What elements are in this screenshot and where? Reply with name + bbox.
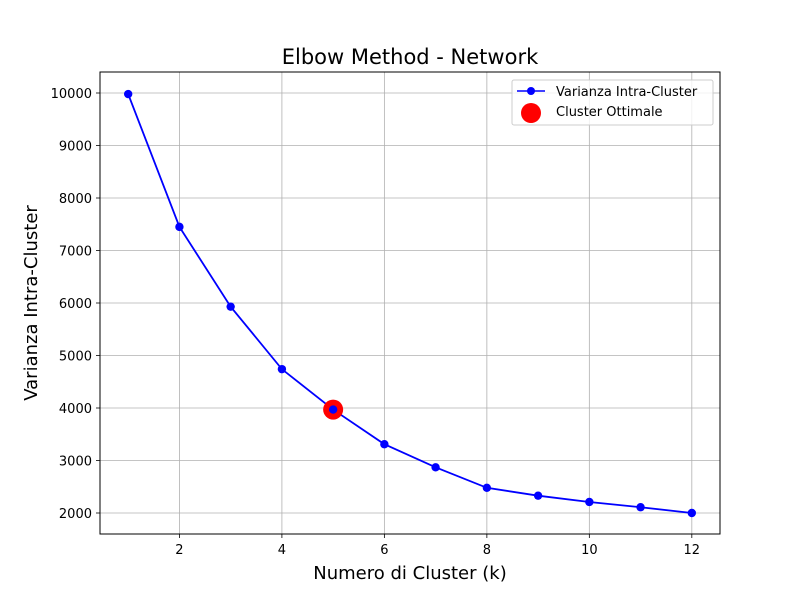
x-tick-label: 4 — [278, 543, 286, 558]
data-point — [636, 503, 645, 512]
y-tick-label: 2000 — [59, 507, 92, 522]
series-layer — [123, 89, 697, 518]
y-tick-label: 3000 — [59, 455, 92, 470]
x-axis-title: Numero di Cluster (k) — [313, 563, 506, 584]
data-point — [380, 440, 389, 449]
series-line — [127, 93, 692, 514]
legend-highlight-icon — [521, 103, 541, 123]
legend-label-highlight: Cluster Ottimale — [556, 105, 663, 120]
data-point — [585, 497, 594, 507]
y-tick-label: 5000 — [59, 350, 92, 365]
y-tick-label: 9000 — [59, 140, 92, 155]
data-point — [687, 508, 697, 518]
x-tick-label: 8 — [483, 543, 491, 558]
data-point — [328, 405, 338, 414]
legend-marker-icon — [527, 87, 535, 95]
y-tick-label: 8000 — [59, 192, 92, 207]
data-point — [123, 89, 133, 99]
legend: Varianza Intra-Cluster Cluster Ottimale — [511, 79, 714, 126]
y-axis-title: Varianza Intra-Cluster — [21, 205, 42, 401]
chart-title: Elbow Method - Network — [282, 45, 539, 69]
data-point — [482, 483, 492, 492]
x-tick-label: 2 — [175, 543, 183, 558]
y-tick-label: 10000 — [51, 87, 92, 102]
y-tick-label: 7000 — [59, 245, 92, 260]
data-point — [175, 222, 184, 232]
legend-box — [511, 79, 714, 126]
legend-label-series: Varianza Intra-Cluster — [556, 85, 698, 100]
plot-area-frame — [99, 71, 721, 535]
grid-lines — [100, 72, 720, 534]
data-point — [226, 302, 235, 311]
x-tick-label: 12 — [684, 543, 701, 558]
data-point — [431, 463, 440, 472]
data-point — [277, 364, 287, 374]
data-point — [533, 491, 543, 500]
axis-ticks: 2 4 6 8 10 12 2000 3000 4000 5000 6000 7000 8000 9000… — [51, 87, 700, 558]
x-tick-label: 10 — [581, 543, 598, 558]
y-tick-label: 6000 — [59, 297, 92, 312]
y-tick-label: 4000 — [59, 402, 92, 417]
x-tick-label: 6 — [380, 543, 388, 558]
